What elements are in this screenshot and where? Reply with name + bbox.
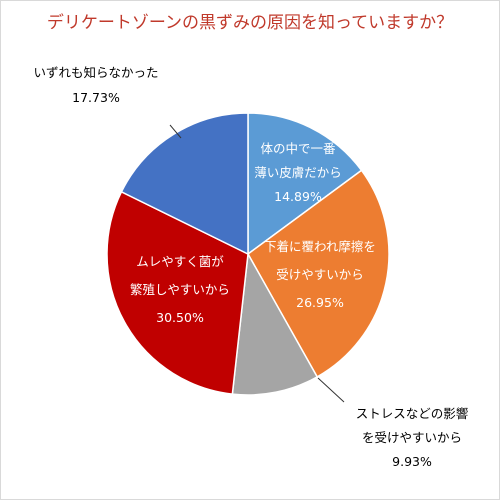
slice-value-2: 26.95% — [296, 295, 344, 310]
slice-value-4: 30.50% — [156, 310, 204, 325]
slice-category-4: 繁殖しやすいから — [130, 282, 230, 297]
slice-category-1: 薄い皮膚だから — [254, 165, 342, 180]
slice-value-3: 9.93% — [392, 454, 432, 469]
slice-category-3: ストレスなどの影響 — [356, 406, 469, 421]
slice-category-2: 下着に覆われ摩擦を — [264, 239, 376, 254]
slice-category-3: を受けやすいから — [362, 430, 462, 445]
slice-value-5: 17.73% — [72, 90, 120, 105]
pie-slice-1 — [247, 112, 363, 256]
chart-title: デリケートゾーンの黒ずみの原因を知っていますか？ — [46, 13, 454, 33]
pie-slice-2 — [247, 169, 390, 378]
slice-category-5: いずれも知らなかった — [33, 65, 158, 80]
slice-value-1: 14.89% — [274, 189, 322, 204]
leader-line-5 — [169, 124, 182, 139]
slice-category-2: 受けやすいから — [276, 267, 364, 282]
pie-slice-3 — [231, 251, 319, 396]
pie-slice-5 — [120, 112, 249, 256]
slice-label-5: いずれも知らなかった 17.73% — [33, 65, 158, 105]
pie-slice-4 — [106, 190, 249, 395]
slice-category-4: ムレやすく菌が — [136, 254, 224, 269]
leader-line-3 — [317, 377, 345, 403]
slice-category-1: 体の中で一番 — [260, 141, 336, 156]
